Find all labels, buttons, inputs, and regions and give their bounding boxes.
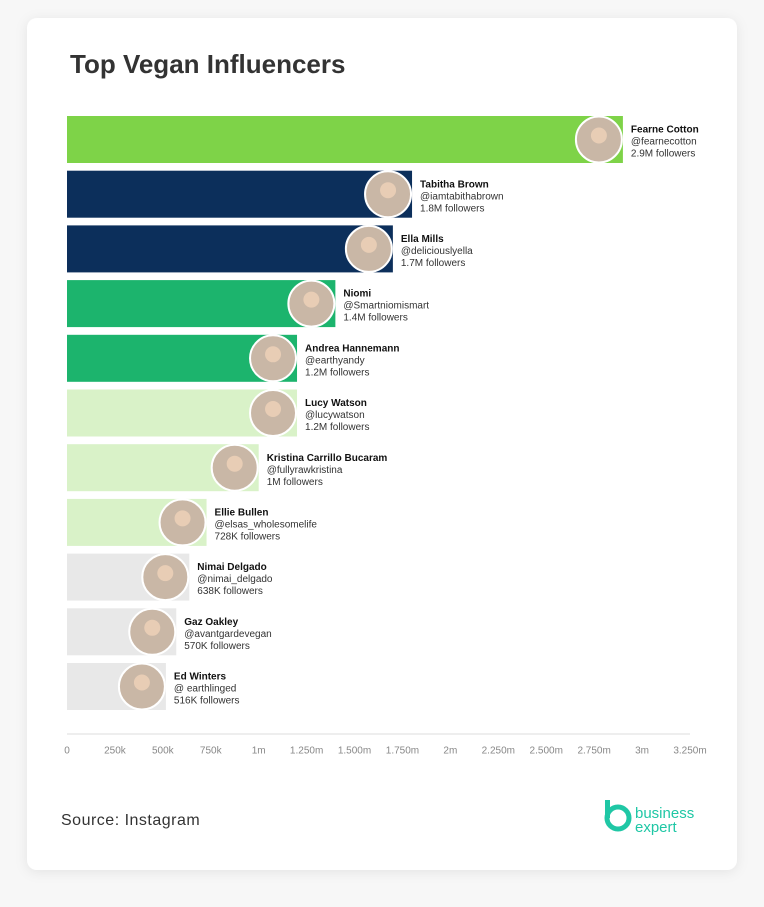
avatar-face bbox=[174, 510, 191, 527]
influencer-name: Gaz Oakley bbox=[184, 617, 238, 628]
influencer-name: Ella Mills bbox=[401, 234, 444, 245]
value-label: 728K followers bbox=[215, 532, 281, 543]
x-tick-label: 2.250m bbox=[482, 746, 515, 757]
chart-title: Top Vegan Influencers bbox=[70, 49, 345, 79]
value-label: 1.2M followers bbox=[305, 367, 369, 378]
avatar-face bbox=[265, 401, 282, 417]
influencer-handle: @Smartniomismart bbox=[343, 301, 429, 312]
influencer-name: Fearne Cotton bbox=[631, 125, 699, 136]
influencer-name: Ellie Bullen bbox=[215, 508, 269, 519]
x-tick-label: 1m bbox=[252, 746, 266, 757]
avatar-face bbox=[157, 565, 174, 582]
influencer-name: Ed Winters bbox=[174, 672, 227, 683]
avatar-face bbox=[590, 127, 607, 144]
value-label: 1.4M followers bbox=[343, 313, 407, 324]
influencer-handle: @fullyrawkristina bbox=[267, 465, 343, 476]
influencer-handle: @ earthlinged bbox=[174, 684, 236, 695]
x-tick-label: 750k bbox=[200, 746, 223, 757]
x-tick-label: 0 bbox=[64, 746, 70, 757]
logo-text: business bbox=[635, 805, 694, 822]
bar bbox=[67, 116, 623, 163]
value-label: 570K followers bbox=[184, 641, 250, 652]
influencer-name: Nimai Delgado bbox=[197, 562, 266, 573]
influencer-handle: @earthyandy bbox=[305, 355, 365, 366]
influencer-name: Kristina Carrillo Bucaram bbox=[267, 453, 388, 464]
logo-icon bbox=[605, 800, 610, 818]
x-tick-label: 500k bbox=[152, 746, 175, 757]
avatar-face bbox=[380, 182, 397, 199]
bar bbox=[67, 170, 413, 218]
influencer-name: Tabitha Brown bbox=[420, 179, 489, 190]
value-label: 1.2M followers bbox=[305, 422, 369, 433]
avatar-face bbox=[226, 455, 243, 472]
influencer-handle: @nimai_delgado bbox=[197, 574, 273, 585]
x-tick-label: 1.250m bbox=[290, 746, 323, 757]
value-label: 1M followers bbox=[267, 477, 323, 488]
avatar-face bbox=[303, 291, 320, 308]
value-label: 638K followers bbox=[197, 586, 263, 597]
avatar-face bbox=[144, 619, 161, 636]
value-label: 2.9M followers bbox=[631, 149, 695, 160]
influencer-handle: @avantgardevegan bbox=[184, 629, 271, 640]
influencer-handle: @deliciouslyella bbox=[401, 246, 473, 257]
avatar-face bbox=[360, 236, 377, 253]
logo: business expert bbox=[604, 800, 694, 836]
x-tick-label: 250k bbox=[104, 746, 127, 757]
x-tick-label: 2.500m bbox=[530, 746, 563, 757]
influencer-handle: @iamtabithabrown bbox=[420, 191, 504, 202]
x-tick-label: 3.250m bbox=[673, 746, 706, 757]
value-label: 1.8M followers bbox=[420, 203, 484, 214]
influencer-handle: @fearnecotton bbox=[631, 137, 697, 148]
avatar-face bbox=[265, 346, 282, 363]
x-tick-label: 1.500m bbox=[338, 746, 371, 757]
x-tick-label: 2.750m bbox=[577, 746, 610, 757]
value-label: 516K followers bbox=[174, 696, 240, 707]
x-tick-label: 3m bbox=[635, 746, 649, 757]
influencer-handle: @lucywatson bbox=[305, 410, 365, 421]
x-tick-label: 1.750m bbox=[386, 746, 419, 757]
influencer-name: Lucy Watson bbox=[305, 398, 367, 409]
x-tick-label: 2m bbox=[443, 746, 457, 757]
value-label: 1.7M followers bbox=[401, 258, 465, 269]
avatar-face bbox=[133, 674, 150, 691]
influencer-name: Niomi bbox=[343, 289, 371, 300]
bar bbox=[67, 225, 393, 273]
source: Source: Instagram bbox=[61, 812, 200, 829]
influencer-handle: @elsas_wholesomelife bbox=[215, 520, 318, 531]
logo-text: expert bbox=[635, 819, 678, 836]
influencer-name: Andrea Hannemann bbox=[305, 343, 399, 354]
